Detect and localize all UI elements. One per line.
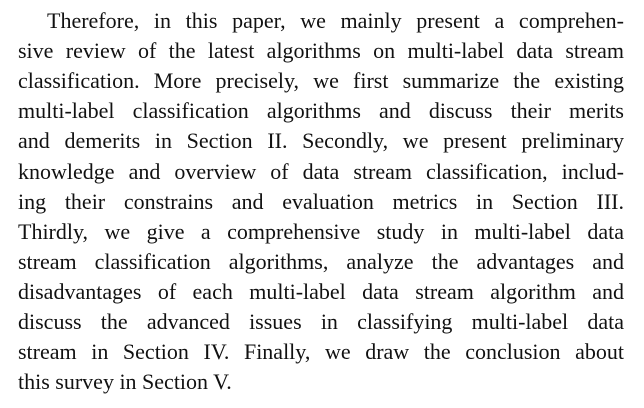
text-line: stream in Section IV. Finally, we draw t… bbox=[18, 339, 624, 365]
text-line: and demerits in Section II. Secondly, we… bbox=[18, 128, 624, 154]
text-line: multi-label classification algorithms an… bbox=[18, 98, 624, 124]
text-line: discuss the advanced issues in classifyi… bbox=[18, 309, 624, 334]
text-line: knowledge and overview of data stream cl… bbox=[18, 158, 624, 184]
text-line: sive review of the latest algorithms on … bbox=[18, 38, 624, 64]
text-line: this survey in Section V. bbox=[18, 369, 232, 395]
text-line: Therefore, in this paper, we mainly pres… bbox=[47, 8, 624, 33]
text-line: disadvantages of each multi-label data s… bbox=[18, 278, 624, 304]
text-line: ing their constrains and evaluation metr… bbox=[18, 188, 624, 214]
text-line: classification. More precisely, we first… bbox=[18, 68, 624, 94]
text-line: Thirdly, we give a comprehensive study i… bbox=[18, 218, 624, 244]
text-line: stream classification algorithms, analyz… bbox=[18, 248, 624, 274]
